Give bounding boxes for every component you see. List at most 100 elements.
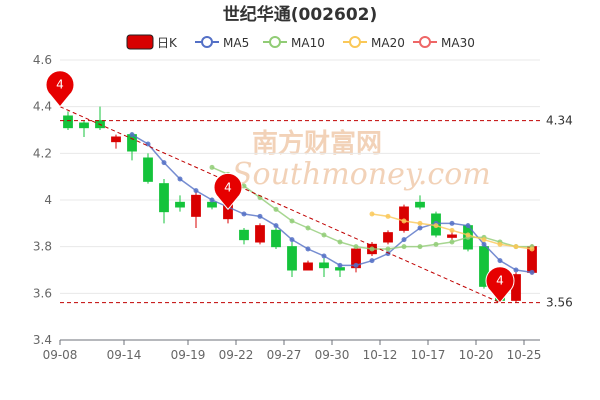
- legend-item: MA5: [195, 36, 249, 50]
- watermark-en: Southmoney.com: [232, 157, 491, 192]
- legend-label: MA30: [441, 36, 475, 50]
- markers: 4 4 4: [45, 70, 515, 304]
- candle-body: [319, 262, 329, 269]
- ma5-point: [241, 211, 247, 217]
- ma10-point: [401, 244, 407, 250]
- legend-marker-icon: [269, 36, 281, 48]
- candle: [175, 195, 185, 212]
- ma10-point: [353, 244, 359, 250]
- ma20-point: [481, 237, 487, 243]
- ma20-point: [529, 246, 535, 252]
- x-tick-label: 10-20: [459, 348, 494, 362]
- y-tick-label: 3.8: [33, 240, 52, 254]
- ma5-point: [497, 258, 503, 264]
- y-tick-label: 4.6: [33, 53, 52, 67]
- candle: [271, 228, 281, 249]
- ma5-point: [417, 225, 423, 231]
- y-tick-label: 4: [44, 193, 52, 207]
- ma10-point: [209, 164, 215, 170]
- ma10-point: [273, 206, 279, 212]
- ma5-point: [273, 223, 279, 229]
- candle-body: [143, 157, 153, 182]
- candle-body: [287, 246, 297, 271]
- ma10-point: [417, 244, 423, 250]
- ma5-point: [145, 141, 151, 147]
- x-tick-label: 09-14: [107, 348, 142, 362]
- pin-marker: 4: [45, 70, 75, 108]
- ma20-point: [465, 232, 471, 238]
- candle-body: [415, 201, 425, 208]
- legend-item: MA30: [413, 36, 475, 50]
- candle-body: [175, 201, 185, 208]
- x-tick-label: 10-12: [363, 348, 398, 362]
- ma5-point: [353, 262, 359, 268]
- y-tick-label: 3.6: [33, 286, 52, 300]
- candle-body: [111, 136, 121, 143]
- ma5-point: [481, 241, 487, 247]
- ma5-point: [257, 213, 263, 219]
- candle-body: [79, 122, 89, 129]
- candle: [303, 260, 313, 271]
- chart-title: 世纪华通(002602): [223, 4, 378, 25]
- ma20-point: [497, 241, 503, 247]
- pin-label: 4: [496, 274, 504, 288]
- pin-marker: 4: [213, 172, 243, 211]
- trend-line: [59, 106, 501, 304]
- ma5-line: [131, 134, 533, 274]
- legend-label: MA10: [291, 36, 325, 50]
- candle: [111, 134, 121, 149]
- legend-label: MA5: [223, 36, 249, 50]
- candle-body: [383, 232, 393, 243]
- legend-marker-icon: [349, 36, 361, 48]
- watermark: 南方财富网 Southmoney.com: [232, 128, 491, 192]
- ma10-point: [321, 232, 327, 238]
- legend-candle-icon: [126, 34, 154, 50]
- ma20-point: [449, 227, 455, 233]
- ma10-point: [337, 239, 343, 245]
- ma5-point: [209, 197, 215, 203]
- watermark-cn: 南方财富网: [252, 128, 382, 159]
- y-tick-label: 4.2: [33, 146, 52, 160]
- ma10-point: [289, 218, 295, 224]
- candle-body: [255, 225, 265, 243]
- ma5-point: [401, 237, 407, 243]
- pin-label: 4: [224, 180, 232, 194]
- ma20-point: [385, 213, 391, 219]
- legend-item: 日K: [126, 34, 178, 50]
- x-tick-label: 09-08: [43, 348, 78, 362]
- legend-label: 日K: [157, 36, 178, 50]
- x-tick-label: 10-25: [507, 348, 542, 362]
- candle: [159, 179, 169, 224]
- pin-label: 4: [56, 78, 64, 92]
- ma5-point: [305, 246, 311, 252]
- ma5-point: [449, 220, 455, 226]
- y-tick-label: 4.4: [33, 100, 52, 114]
- ma5-point: [369, 258, 375, 264]
- candle: [383, 230, 393, 245]
- candle-body: [239, 229, 249, 241]
- ma10-point: [241, 183, 247, 189]
- grid: [60, 59, 540, 341]
- pin-marker: 4: [485, 266, 515, 304]
- x-tick-label: 09-27: [267, 348, 302, 362]
- candle: [79, 120, 89, 137]
- candle-body: [271, 229, 281, 248]
- pin-shape: [213, 172, 243, 211]
- y-axis: 3.4 3.6 3.8 4 4.2 4.4 4.6: [33, 53, 52, 347]
- ma5-point: [177, 176, 183, 182]
- legend: 日K MA5 MA10 MA20 MA30: [126, 34, 475, 50]
- ma20-point: [401, 218, 407, 224]
- ma20-point: [369, 211, 375, 217]
- candle-body: [63, 115, 73, 129]
- x-axis: 09-08 09-14 09-19 09-22 09-27 09-30 10-12 10-17…: [43, 340, 542, 362]
- ma5-point: [465, 223, 471, 229]
- ma10-point: [369, 246, 375, 252]
- candle-body: [335, 267, 345, 271]
- reference-lines: 4.34 3.56: [59, 106, 573, 310]
- candle-body: [207, 201, 217, 208]
- reference-label: 3.56: [546, 296, 573, 310]
- ma10-point: [385, 246, 391, 252]
- legend-marker-icon: [201, 36, 213, 48]
- ma10-point: [433, 241, 439, 247]
